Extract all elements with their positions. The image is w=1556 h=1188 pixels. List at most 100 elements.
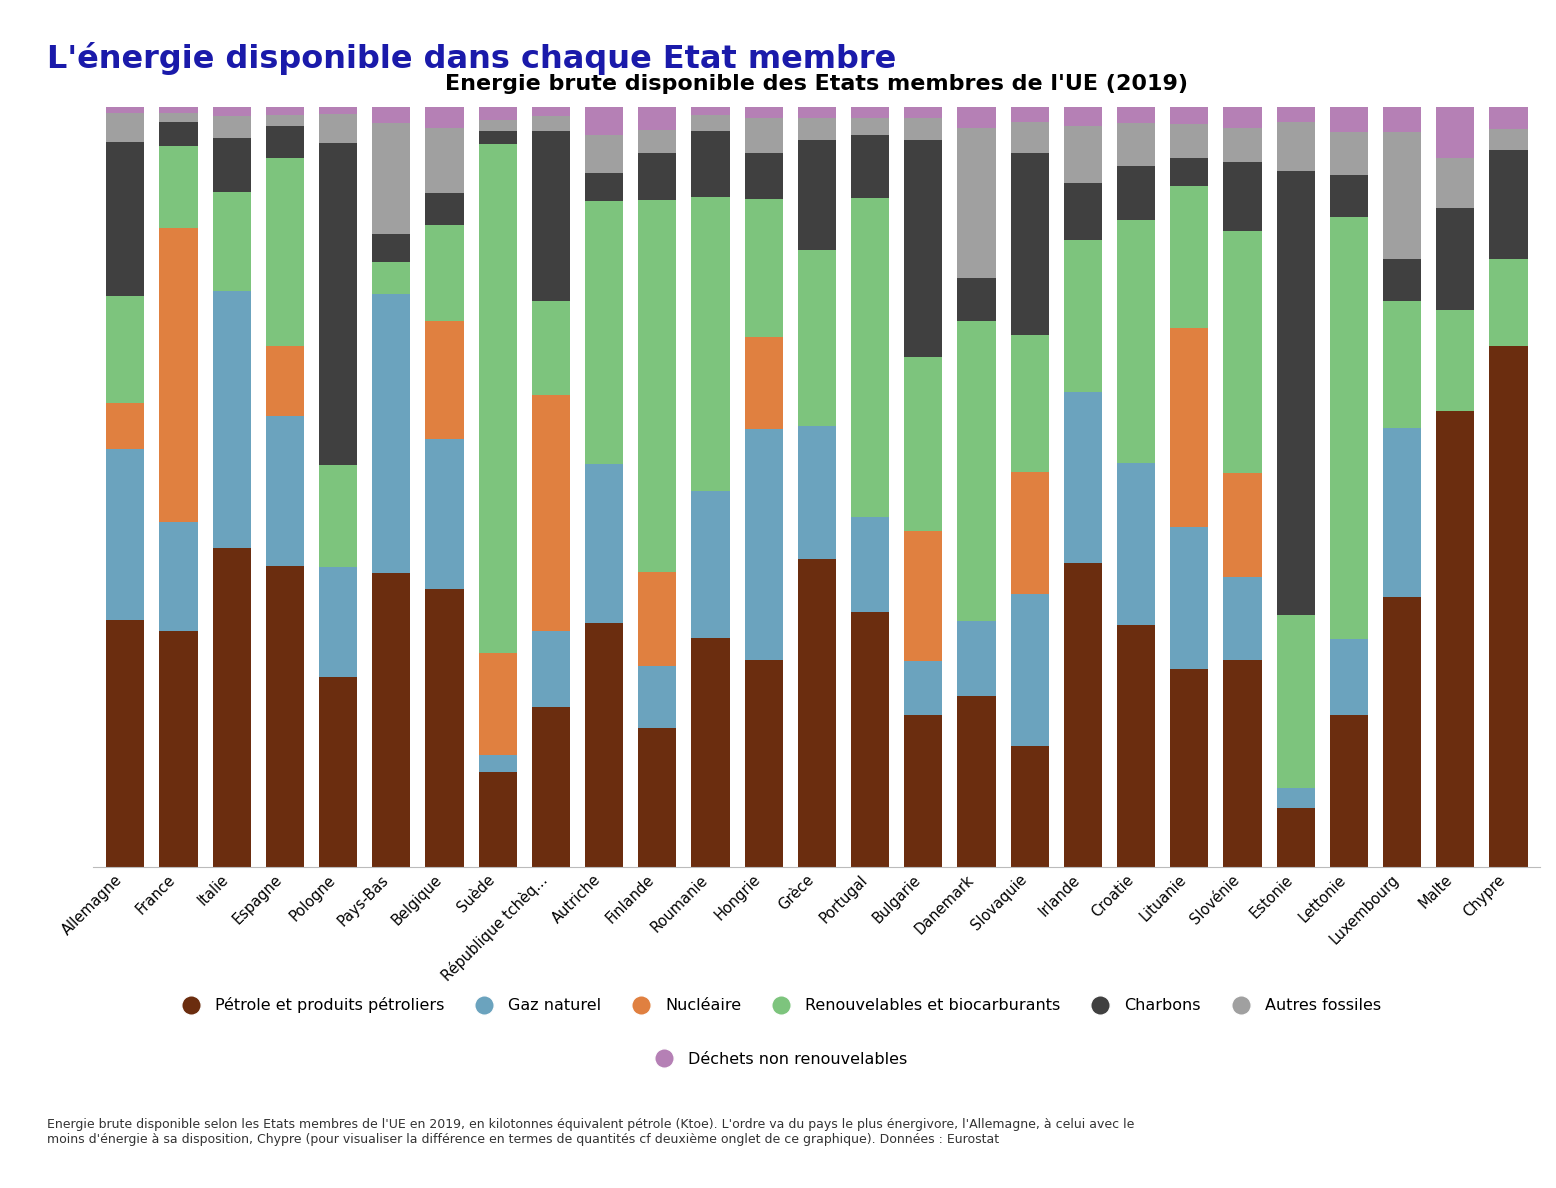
- Bar: [957, 321, 996, 621]
- Bar: [1223, 659, 1262, 867]
- Bar: [1436, 107, 1475, 158]
- Bar: [1117, 124, 1155, 166]
- Bar: [479, 120, 517, 131]
- Bar: [479, 756, 517, 772]
- Bar: [1170, 158, 1209, 187]
- Bar: [1223, 232, 1262, 473]
- Bar: [1383, 259, 1421, 302]
- Bar: [1276, 171, 1315, 615]
- Bar: [319, 144, 358, 466]
- Bar: [1489, 346, 1528, 867]
- Bar: [957, 696, 996, 867]
- Bar: [213, 116, 251, 139]
- Bar: [744, 337, 783, 430]
- Bar: [638, 131, 677, 153]
- Bar: [904, 107, 943, 118]
- Bar: [532, 107, 569, 116]
- Bar: [425, 192, 464, 225]
- Bar: [1223, 473, 1262, 577]
- Bar: [585, 135, 624, 172]
- Bar: [851, 517, 888, 612]
- Bar: [159, 122, 198, 146]
- Bar: [1117, 166, 1155, 220]
- Bar: [213, 291, 251, 548]
- Bar: [1010, 152, 1049, 335]
- Bar: [638, 573, 677, 665]
- Bar: [1383, 132, 1421, 259]
- Bar: [1330, 107, 1368, 132]
- Bar: [638, 665, 677, 727]
- Text: L'énergie disponible dans chaque Etat membre: L'énergie disponible dans chaque Etat me…: [47, 42, 896, 75]
- Bar: [904, 661, 943, 715]
- Bar: [106, 620, 145, 867]
- Bar: [425, 225, 464, 321]
- Bar: [744, 659, 783, 867]
- Bar: [425, 128, 464, 192]
- Bar: [532, 707, 569, 867]
- Bar: [266, 107, 303, 115]
- Bar: [1436, 411, 1475, 867]
- Bar: [638, 107, 677, 131]
- Bar: [851, 612, 888, 867]
- Bar: [1170, 124, 1209, 158]
- Bar: [1330, 639, 1368, 715]
- Bar: [106, 113, 145, 143]
- Bar: [1170, 328, 1209, 526]
- Bar: [479, 107, 517, 120]
- Bar: [479, 144, 517, 653]
- Bar: [851, 198, 888, 517]
- Bar: [213, 107, 251, 116]
- Bar: [1064, 392, 1102, 563]
- Bar: [266, 126, 303, 158]
- Bar: [904, 531, 943, 661]
- Bar: [1223, 107, 1262, 127]
- Bar: [904, 139, 943, 356]
- Bar: [798, 426, 836, 558]
- Bar: [1170, 669, 1209, 867]
- Bar: [957, 128, 996, 278]
- Bar: [266, 158, 303, 346]
- Bar: [904, 118, 943, 139]
- Bar: [798, 140, 836, 251]
- Bar: [1276, 615, 1315, 789]
- Bar: [585, 201, 624, 463]
- Bar: [1010, 122, 1049, 152]
- Bar: [744, 200, 783, 337]
- Bar: [1383, 428, 1421, 596]
- Bar: [425, 107, 464, 128]
- Bar: [479, 131, 517, 144]
- Bar: [1064, 107, 1102, 126]
- Bar: [691, 197, 730, 491]
- Bar: [1117, 220, 1155, 463]
- Bar: [744, 430, 783, 659]
- Bar: [1489, 107, 1528, 128]
- Bar: [372, 107, 411, 122]
- Bar: [1330, 175, 1368, 216]
- Bar: [798, 107, 836, 118]
- Bar: [798, 251, 836, 426]
- Bar: [798, 558, 836, 867]
- Bar: [319, 568, 358, 677]
- Bar: [691, 132, 730, 197]
- Bar: [1330, 715, 1368, 867]
- Bar: [479, 772, 517, 867]
- Bar: [372, 263, 411, 293]
- Bar: [319, 114, 358, 144]
- Text: Energie brute disponible selon les Etats membres de l'UE en 2019, en kilotonnes : Energie brute disponible selon les Etats…: [47, 1118, 1134, 1146]
- Bar: [106, 143, 145, 296]
- Bar: [957, 107, 996, 128]
- Bar: [585, 624, 624, 867]
- Bar: [1010, 594, 1049, 746]
- Bar: [1276, 789, 1315, 808]
- Legend: Pétrole et produits pétroliers, Gaz naturel, Nucléaire, Renouvelables et biocarb: Pétrole et produits pétroliers, Gaz natu…: [168, 991, 1388, 1019]
- Bar: [532, 301, 569, 394]
- Bar: [1436, 158, 1475, 208]
- Bar: [638, 727, 677, 867]
- Bar: [1223, 127, 1262, 163]
- Bar: [691, 491, 730, 638]
- Bar: [159, 113, 198, 122]
- Bar: [159, 146, 198, 228]
- Bar: [1010, 335, 1049, 472]
- Bar: [638, 153, 677, 200]
- Bar: [904, 356, 943, 531]
